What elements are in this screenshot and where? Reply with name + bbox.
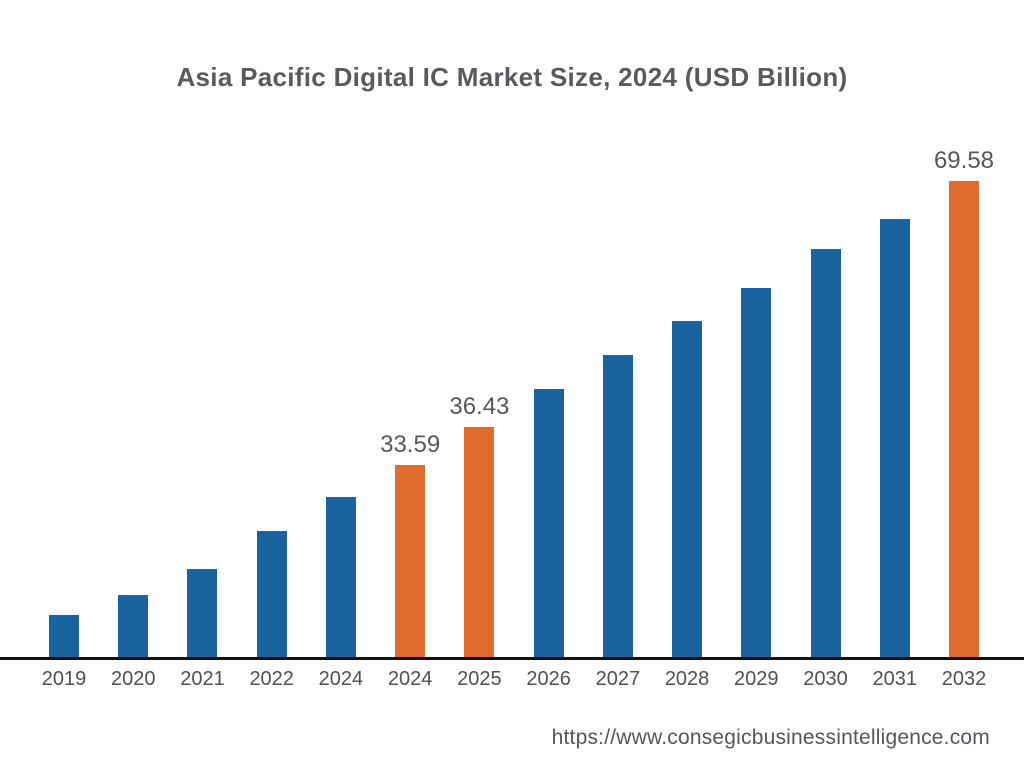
- x-tick-2020: 2020: [110, 668, 156, 690]
- x-tick-2032: 2032: [941, 668, 987, 690]
- x-axis-line: [0, 657, 1024, 660]
- bar-2021: [187, 569, 218, 658]
- bar-2032: [948, 181, 979, 658]
- source-url: https://www.consegicbusinessintelligence…: [551, 726, 990, 749]
- x-tick-2024: 2024: [387, 668, 433, 690]
- bar-2024: [395, 465, 426, 658]
- x-tick-2024: 2024: [318, 668, 364, 690]
- value-label-2032: 69.58: [933, 147, 995, 174]
- bar-2020: [118, 595, 149, 658]
- x-tick-2027: 2027: [595, 668, 641, 690]
- x-tick-2021: 2021: [180, 668, 225, 690]
- x-tick-2029: 2029: [734, 668, 779, 690]
- bar-2026: [533, 389, 564, 658]
- value-label-2024: 33.59: [380, 431, 441, 458]
- x-tick-2022: 2022: [249, 668, 294, 690]
- value-label-2025: 36.43: [449, 393, 510, 420]
- bar-2029: [741, 288, 772, 658]
- x-tick-2026: 2026: [526, 668, 571, 690]
- bar-2028: [672, 321, 703, 658]
- bar-2027: [602, 355, 633, 658]
- bar-2024: [325, 497, 356, 658]
- chart-title: Asia Pacific Digital IC Market Size, 202…: [176, 62, 848, 92]
- bar-2019: [49, 615, 79, 658]
- bar-2025: [464, 427, 495, 658]
- x-tick-2019: 2019: [41, 668, 87, 690]
- x-tick-2025: 2025: [457, 668, 502, 690]
- x-tick-2028: 2028: [664, 668, 710, 690]
- x-tick-2031: 2031: [872, 668, 918, 690]
- x-tick-2030: 2030: [803, 668, 848, 690]
- bar-2022: [256, 531, 287, 658]
- bar-2030: [810, 249, 841, 658]
- bar-2031: [879, 219, 910, 658]
